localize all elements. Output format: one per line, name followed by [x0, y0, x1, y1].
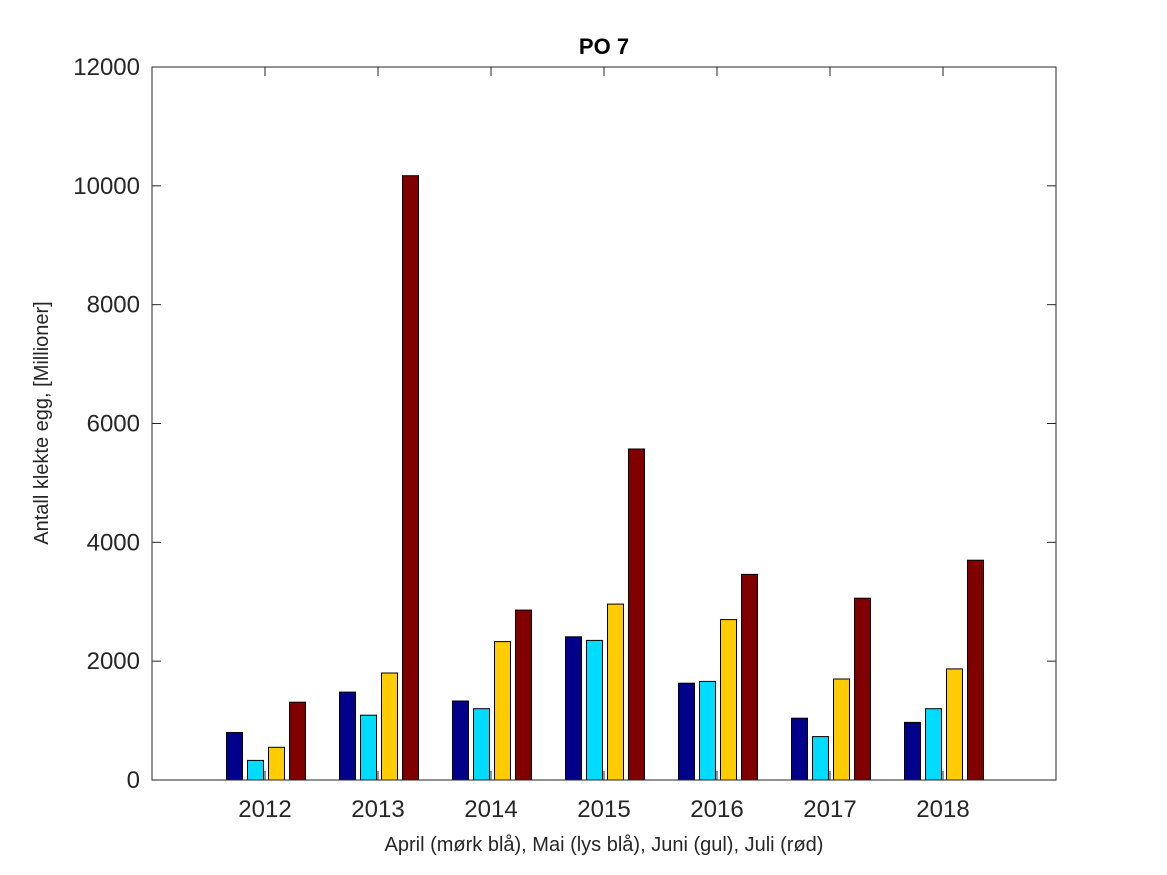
y-axis-title: Antall klekte egg, [Millioner]	[31, 301, 53, 544]
bar-2014-series-3	[494, 641, 511, 781]
bar-2016-series-4	[741, 573, 758, 781]
bar-2015-series-3	[607, 603, 624, 781]
bar-2013-series-4	[402, 175, 419, 781]
x-tick-label: 2018	[916, 796, 969, 823]
bar-2017-series-1	[791, 717, 808, 781]
bar-2018-series-1	[904, 721, 921, 781]
ticks-layer	[152, 66, 1056, 781]
bar-2012-series-3	[268, 746, 285, 781]
bar-2016-series-1	[678, 682, 695, 781]
bar-2015-series-4	[628, 448, 645, 781]
bar-2013-series-3	[381, 672, 398, 781]
bar-2017-series-2	[812, 736, 829, 781]
bar-2014-series-4	[515, 609, 532, 781]
bar-2015-series-2	[586, 639, 603, 781]
y-tick-label: 10000	[73, 173, 140, 200]
bar-2018-series-2	[925, 708, 942, 781]
bar-2014-series-2	[473, 708, 490, 781]
x-tick-label: 2016	[690, 796, 743, 823]
bar-2018-series-4	[967, 559, 984, 781]
chart-title: PO 7	[579, 34, 629, 59]
x-tick-label: 2015	[577, 796, 630, 823]
y-tick-label: 4000	[87, 529, 140, 556]
bar-2015-series-1	[565, 636, 582, 781]
bar-2018-series-3	[946, 668, 963, 781]
y-tick-label: 2000	[87, 648, 140, 675]
y-tick-label: 8000	[87, 292, 140, 319]
x-tick-label: 2012	[238, 796, 291, 823]
x-tick-label: 2017	[803, 796, 856, 823]
bar-2012-series-1	[226, 732, 243, 781]
x-axis-title: April (mørk blå), Mai (lys blå), Juni (g…	[385, 834, 824, 856]
labels-layer: 0 2000 4000 6000 8000 10000 12000 2012 2013 2014 2…	[73, 54, 969, 823]
x-tick-label: 2013	[351, 796, 404, 823]
bar-2017-series-4	[854, 597, 871, 781]
bar-2012-series-4	[289, 701, 306, 781]
bar-2017-series-3	[833, 678, 850, 781]
bar-2012-series-2	[247, 759, 264, 781]
plot-frame	[151, 66, 1057, 781]
bar-2016-series-2	[699, 680, 716, 781]
bar-2013-series-2	[360, 714, 377, 781]
y-tick-label: 6000	[87, 411, 140, 438]
bar-2014-series-1	[452, 700, 469, 781]
bar-2016-series-3	[720, 619, 737, 781]
y-tick-label: 12000	[73, 54, 140, 81]
y-tick-label: 0	[127, 767, 140, 794]
x-tick-label: 2014	[464, 796, 517, 823]
bars-layer	[226, 175, 984, 781]
bar-2013-series-1	[339, 691, 356, 781]
